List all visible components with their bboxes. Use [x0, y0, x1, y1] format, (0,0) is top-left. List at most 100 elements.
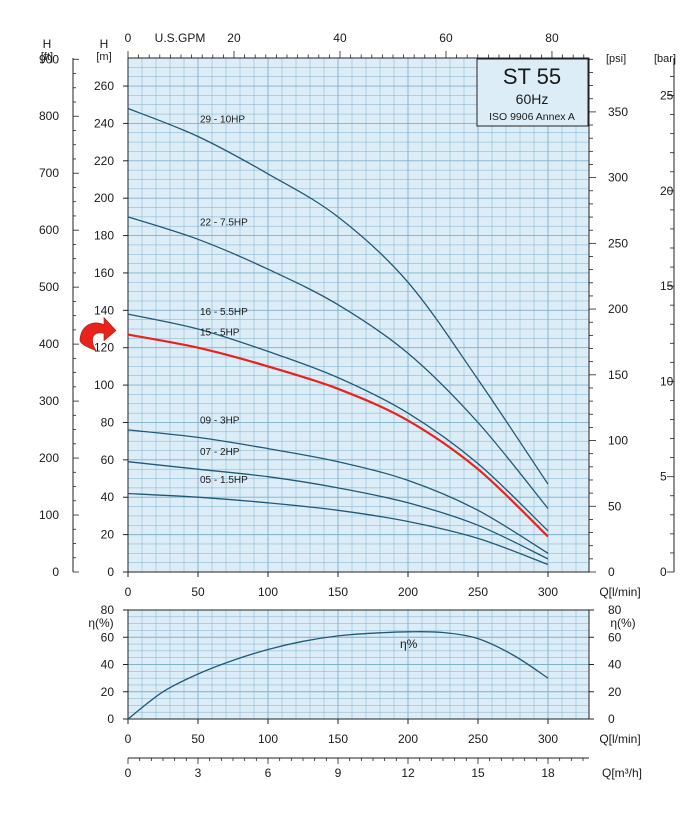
eff-y-tick-label: 0: [107, 712, 114, 726]
y-tick-label-m: 260: [94, 79, 114, 93]
curve-label-16-5-5hp: 16 - 5.5HP: [200, 307, 248, 318]
x-tick-label: 0: [125, 585, 132, 599]
curve-label-22-7-5hp: 22 - 7.5HP: [200, 217, 248, 228]
bar-tick-label: 10: [660, 374, 674, 388]
curve-label-15-5hp: 15 - 5HP: [200, 328, 240, 339]
ft-tick-label: 600: [39, 223, 59, 237]
y-tick-label-m: 240: [94, 116, 114, 130]
chart-standard: ISO 9906 Annex A: [489, 111, 575, 123]
curve-label-09-3hp: 09 - 3HP: [200, 415, 240, 426]
eff-x-tick-label: 100: [258, 732, 278, 746]
curve-22-7-5hp: [127, 216, 549, 509]
m3h-tick-label: 9: [335, 766, 342, 780]
eff-y-tick-label: 60: [101, 630, 115, 644]
psi-tick-label: 150: [608, 368, 628, 382]
m3h-tick-label: 12: [401, 766, 415, 780]
curve-label-05-1-5hp: 05 - 1.5HP: [200, 475, 248, 486]
y-tick-label-m: 160: [94, 266, 114, 280]
y-tick-label-m: 180: [94, 229, 114, 243]
eff-y-tick-label-right: 20: [608, 685, 622, 699]
ft-tick-label: 400: [39, 337, 59, 351]
y-tick-label-m: 80: [101, 415, 115, 429]
x-tick-label: 100: [258, 585, 278, 599]
m3h-tick-label: 0: [125, 766, 132, 780]
head-plot-frame: [127, 57, 590, 573]
axis-unit-ft: [ft]: [41, 51, 53, 63]
y-tick-label-m: 140: [94, 303, 114, 317]
ft-tick-label: 800: [39, 109, 59, 123]
y-tick-label-m: 40: [101, 490, 115, 504]
eff-axis-label-left: η(%): [88, 616, 113, 630]
y-tick-label-m: 200: [94, 191, 114, 205]
bar-tick-label: 0: [660, 565, 667, 579]
axis-label-h-ft: H: [43, 37, 52, 51]
curve-29-10hp: [127, 107, 549, 485]
eff-x-tick-label: 250: [468, 732, 488, 746]
m3h-tick-label: 15: [471, 766, 485, 780]
curve-efficiency: [127, 631, 549, 720]
gpm-tick-label: 0: [125, 31, 132, 45]
psi-tick-label: 250: [608, 236, 628, 250]
y-tick-label-m: 0: [107, 565, 114, 579]
head-curves: 29 - 10HP 22 - 7.5HP 16 - 5.5HP 15 - 5HP 09 …: [127, 107, 549, 566]
ft-tick-label: 0: [52, 565, 59, 579]
x-tick-label: 200: [398, 585, 418, 599]
gpm-tick-label: 80: [545, 31, 559, 45]
axis-label-h: H: [100, 37, 109, 51]
head-chart: 020406080100120140160180200220240260H[m]…: [39, 31, 676, 599]
axis-unit-m: [m]: [96, 51, 111, 63]
ft-tick-label: 500: [39, 280, 59, 294]
psi-tick-label: 50: [608, 499, 622, 513]
axis-unit-psi: [psi]: [606, 53, 626, 65]
y-tick-label-m: 120: [94, 341, 114, 355]
eff-x-tick-label: 0: [125, 732, 132, 746]
m3h-tick-label: 6: [265, 766, 272, 780]
psi-tick-label: 300: [608, 171, 628, 185]
eff-x-axis-label: Q[l/min]: [599, 732, 640, 746]
ft-tick-label: 700: [39, 166, 59, 180]
eff-y-tick-label: 20: [101, 685, 115, 699]
psi-tick-label: 200: [608, 302, 628, 316]
m3h-axis-label: Q[m³/h]: [602, 766, 642, 780]
curve-16-5-5hp: [127, 313, 549, 532]
y-tick-label-m: 100: [94, 378, 114, 392]
m3h-tick-label: 18: [541, 766, 555, 780]
eff-axis-label-right: η(%): [610, 616, 635, 630]
curve-label-29-10hp: 29 - 10HP: [200, 115, 245, 126]
psi-tick-label: 350: [608, 105, 628, 119]
axis-label-gpm: U.S.GPM: [155, 31, 206, 45]
y-tick-label-m: 220: [94, 154, 114, 168]
eff-y-tick-label-right: 60: [608, 630, 622, 644]
ft-tick-label: 100: [39, 508, 59, 522]
eff-x-tick-label: 50: [191, 732, 205, 746]
curve-label-efficiency: η%: [400, 637, 418, 651]
curve-05-1-5hp: [127, 492, 549, 566]
x-tick-label: 250: [468, 585, 488, 599]
x-tick-label: 50: [191, 585, 205, 599]
bar-tick-label: 25: [660, 89, 674, 103]
ft-tick-label: 200: [39, 451, 59, 465]
head-plot-area: [128, 58, 589, 572]
title-box-frame: [476, 58, 589, 127]
title-box: ST 55 60Hz ISO 9906 Annex A: [476, 58, 589, 127]
m3h-tick-label: 3: [195, 766, 202, 780]
y-tick-label-m: 20: [101, 528, 115, 542]
bar-tick-label: 20: [660, 184, 674, 198]
curve-15-5hp: [127, 333, 549, 538]
psi-tick-label: 0: [608, 565, 615, 579]
curve-07-2hp: [127, 461, 549, 560]
eff-y-tick-label-right: 40: [608, 658, 622, 672]
y-tick-label-m: 60: [101, 453, 115, 467]
chart-subtitle: 60Hz: [516, 91, 549, 107]
curve-09-3hp: [127, 429, 549, 554]
axis-unit-bar: [bar]: [654, 53, 676, 65]
chart-title: ST 55: [503, 64, 561, 89]
ft-tick-label: 300: [39, 394, 59, 408]
eff-y-tick-label: 80: [101, 603, 115, 617]
curve-label-07-2hp: 07 - 2HP: [200, 447, 240, 458]
x-tick-label: 300: [538, 585, 558, 599]
head-grid: [127, 57, 589, 573]
highlight-arrow-icon: [79, 316, 117, 352]
